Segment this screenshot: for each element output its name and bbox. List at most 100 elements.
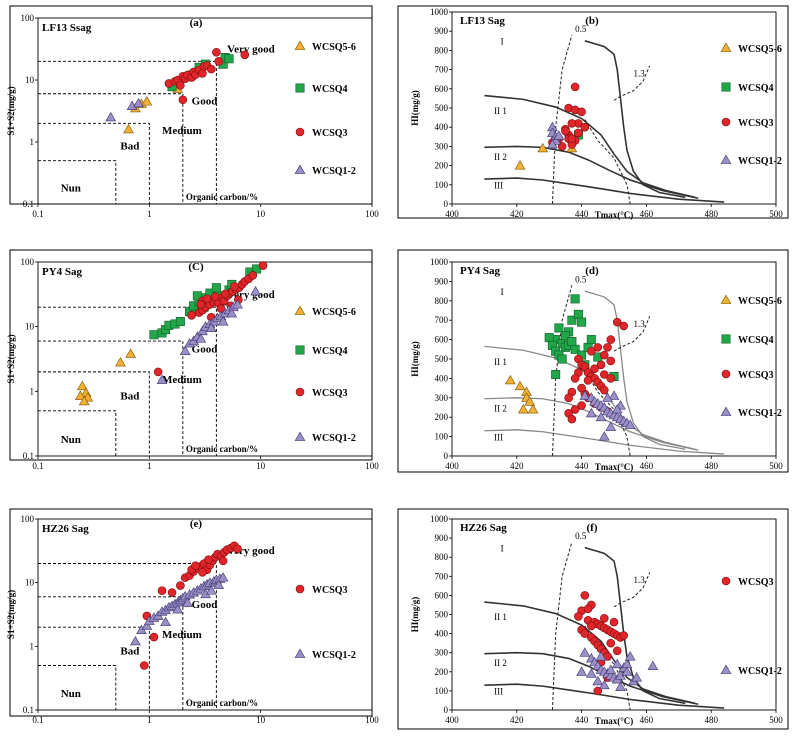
- type-iii-curve: [484, 683, 725, 709]
- data-point-wcsq1-2: [195, 333, 207, 343]
- data-point-wcsq5-6: [527, 404, 539, 414]
- legend-label: WCSQ5-6: [312, 307, 356, 318]
- legend-item: WCSQ1-2: [294, 648, 356, 661]
- legend-item: WCSQ1-2: [294, 164, 356, 177]
- y-tick-label: 1000: [430, 7, 449, 17]
- zone-label-nun: Nun: [61, 688, 81, 700]
- legend-marker-wcsq3: [295, 127, 305, 137]
- data-point-wcsq4: [586, 335, 596, 345]
- data-point-wcsq3: [149, 632, 159, 642]
- ro-0-5-line: [551, 34, 573, 205]
- legend-label: WCSQ1-2: [738, 156, 782, 167]
- data-point-wcsq3: [176, 81, 185, 90]
- data-point-wcsq3: [233, 544, 242, 554]
- x-tick-label: 500: [769, 715, 783, 725]
- data-point-wcsq3: [590, 364, 599, 373]
- data-point-wcsq5-6: [517, 404, 529, 414]
- zone-label-good: Good: [192, 96, 218, 108]
- data-point-wcsq1-2: [179, 345, 191, 355]
- data-point-wcsq3: [240, 50, 250, 60]
- y-tick-label: 1000: [430, 514, 449, 524]
- legend-marker-wcsq3: [721, 369, 731, 379]
- x-tick-label: 480: [704, 209, 718, 219]
- y-tick-label: 200: [435, 161, 449, 171]
- zone-label-medium: Medium: [162, 125, 202, 137]
- legend-marker-wcsq1-2: [294, 164, 306, 174]
- zone-label-medium: Medium: [162, 629, 202, 641]
- legend-item: WCSQ4: [721, 82, 774, 94]
- data-point-wcsq4: [577, 317, 587, 327]
- x-axis-label: Tmax(°C): [595, 462, 634, 472]
- y-tick-label: 100: [21, 13, 35, 23]
- data-point-wcsq3: [577, 107, 586, 117]
- data-point-wcsq3: [619, 631, 629, 640]
- data-point-wcsq3: [561, 126, 570, 136]
- y-tick-label: 10: [25, 578, 35, 588]
- data-point-wcsq1-2: [595, 651, 607, 661]
- panel-frame: [9, 508, 373, 717]
- y-tick-label: 500: [435, 610, 449, 620]
- ro-1-3-line-lower: [584, 370, 631, 457]
- data-point-wcsq3: [583, 604, 593, 614]
- panel-letter: (C): [188, 261, 204, 273]
- data-point-wcsq4: [557, 354, 567, 364]
- x-axis-label: Tmax(°C): [595, 210, 634, 220]
- legend-item: WCSQ1-2: [720, 154, 782, 167]
- data-point-wcsq3: [596, 360, 606, 370]
- x-tick-label: 460: [640, 209, 654, 219]
- data-point-wcsq4: [149, 330, 159, 340]
- x-tick-label: 460: [640, 461, 654, 471]
- legend-item: WCSQ3: [295, 584, 348, 596]
- series-wcsq1-2: [156, 286, 261, 384]
- legend-item: WCSQ4: [295, 345, 348, 357]
- y-axis-label: HI(mg/g): [410, 597, 420, 633]
- data-point-wcsq3: [220, 289, 230, 299]
- data-point-wcsq1-2: [205, 322, 217, 333]
- y-tick-label: 0.1: [23, 199, 34, 209]
- data-point-wcsq3: [574, 612, 583, 621]
- legend-label: WCSQ1-2: [312, 650, 356, 661]
- data-point-wcsq1-2: [621, 666, 633, 676]
- x-tick-label: 440: [575, 209, 589, 219]
- region-label-3: II 2: [494, 403, 507, 413]
- data-point-wcsq3: [577, 383, 586, 393]
- panel-c: 0.1 1 10 100 0.1 1 10 100 S1+S2(mg/g) Organic car…: [6, 249, 379, 471]
- y-tick-label: 10: [25, 75, 35, 85]
- data-point-wcsq3: [574, 128, 583, 138]
- data-point-wcsq1-2: [156, 374, 168, 384]
- x-axis-label: Tmax(°C): [595, 716, 634, 726]
- plot-area: [37, 17, 373, 205]
- ro-1-3-label: 1.3: [633, 575, 645, 585]
- legend-marker-wcsq3: [721, 117, 731, 127]
- y-axis-label: HI(mg/g): [410, 90, 420, 126]
- y-axis-label: S1+S2(mg/g): [6, 86, 16, 135]
- y-tick-label: 0.1: [23, 451, 34, 461]
- series-wcsq1-2: [130, 572, 229, 646]
- y-tick-label: 100: [21, 514, 35, 524]
- ro-0-5-label: 0.5: [575, 531, 587, 541]
- data-point-wcsq3: [606, 356, 616, 366]
- data-point-wcsq3: [212, 47, 221, 57]
- data-point-wcsq1-2: [624, 419, 636, 429]
- data-point-wcsq3: [606, 374, 616, 383]
- data-point-wcsq3: [599, 385, 609, 395]
- y-tick-label: 900: [435, 276, 449, 286]
- data-point-wcsq3: [191, 561, 200, 570]
- y-tick-label: 200: [435, 667, 449, 677]
- ro-1-3-line-upper: [613, 65, 651, 101]
- data-point-wcsq3: [599, 614, 609, 623]
- legend-marker-wcsq5-6: [720, 42, 732, 52]
- y-tick-label: 700: [435, 315, 449, 325]
- data-point-wcsq1-2: [160, 616, 171, 627]
- data-point-wcsq3: [139, 661, 149, 670]
- legend-label: WCSQ4: [312, 346, 348, 357]
- x-tick-label: 10: [256, 209, 266, 219]
- x-tick-label: 500: [769, 461, 783, 471]
- data-point-wcsq3: [612, 317, 622, 327]
- legend-label: WCSQ4: [738, 335, 774, 346]
- panel-title: PY4 Sag: [42, 266, 83, 278]
- legend-marker-wcsq1-2: [720, 154, 732, 164]
- data-point-wcsq1-2: [624, 651, 636, 661]
- panel-title: HZ26 Sag: [42, 523, 89, 535]
- x-tick-label: 100: [365, 715, 379, 725]
